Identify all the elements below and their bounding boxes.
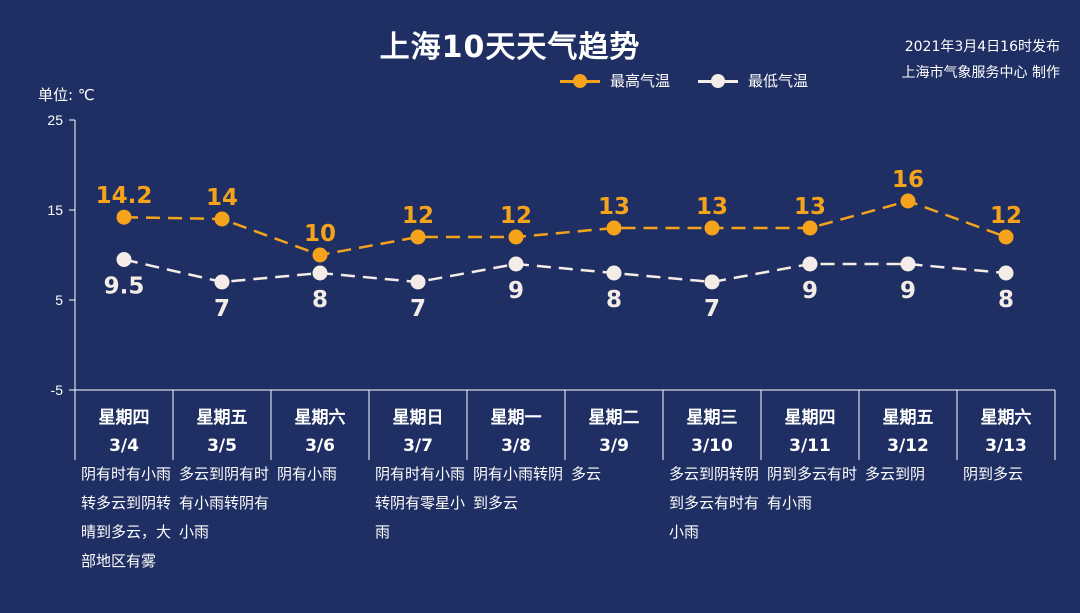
- high-temp-label: 13: [598, 194, 630, 220]
- high-temp-label: 14.2: [96, 183, 153, 209]
- high-temp-point: [802, 220, 818, 236]
- date-label: 3/12: [887, 436, 929, 456]
- date-label: 3/13: [985, 436, 1027, 456]
- weather-description: 阴有小雨: [277, 465, 338, 483]
- low-temp-point: [704, 274, 720, 290]
- low-temp-point: [410, 274, 426, 290]
- low-temp-point: [900, 256, 916, 272]
- high-temp-point: [410, 229, 426, 245]
- date-label: 3/6: [305, 436, 335, 456]
- weekday-label: 星期一: [491, 408, 542, 428]
- weather-description: 阴有时有小雨转阴有零星小雨: [375, 465, 466, 541]
- weekday-label: 星期三: [687, 408, 738, 428]
- legend-high[interactable]: 最高气温: [560, 70, 670, 91]
- low-temp-point: [998, 265, 1014, 281]
- high-temp-label: 12: [500, 203, 532, 229]
- low-temp-label: 8: [606, 287, 622, 313]
- low-temp-line: [123, 258, 1007, 284]
- low-temp-label: 9: [802, 278, 818, 304]
- high-temp-point: [312, 247, 328, 263]
- weekday-label: 星期六: [295, 407, 346, 428]
- date-label: 3/10: [691, 436, 733, 456]
- date-label: 3/5: [207, 436, 237, 456]
- high-temp-point: [508, 229, 524, 245]
- legend-low-label: 最低气温: [748, 72, 809, 90]
- date-label: 3/9: [599, 436, 629, 456]
- high-temp-point: [998, 229, 1014, 245]
- low-temp-point: [312, 265, 328, 281]
- legend-high-swatch: [560, 73, 600, 88]
- low-temp-point: [606, 265, 622, 281]
- date-label: 3/11: [789, 436, 831, 456]
- y-axis-unit: 单位: ℃: [38, 86, 95, 104]
- high-temp-label: 10: [304, 221, 336, 247]
- high-temp-label: 12: [402, 203, 434, 229]
- high-temp-point: [606, 220, 622, 236]
- weekday-label: 星期二: [589, 408, 640, 428]
- weather-description: 多云: [571, 465, 602, 483]
- low-temp-label: 7: [214, 296, 230, 322]
- legend-high-label: 最高气温: [610, 72, 671, 90]
- date-label: 3/8: [501, 436, 531, 456]
- high-temp-label: 13: [794, 194, 826, 220]
- low-temp-point: [802, 256, 818, 272]
- weekday-label: 星期五: [197, 408, 248, 428]
- weather-description: 多云到阴: [865, 465, 926, 483]
- low-temp-point: [508, 256, 524, 272]
- high-temp-point: [214, 211, 230, 227]
- weather-description: 阴到多云有时有小雨: [767, 465, 858, 512]
- low-temp-label: 7: [704, 296, 720, 322]
- high-temp-label: 13: [696, 194, 728, 220]
- weekday-label: 星期六: [981, 407, 1032, 428]
- low-temp-point: [116, 252, 132, 267]
- weekday-label: 星期日: [393, 408, 444, 428]
- weather-description: 阴有时有小雨转多云到阴转晴到多云，大部地区有雾: [81, 465, 172, 570]
- y-tick-label: -5: [51, 382, 64, 398]
- chart-title: 上海10天天气趋势: [379, 30, 641, 65]
- low-temp-label: 9: [900, 278, 916, 304]
- y-tick-label: 5: [55, 292, 63, 308]
- high-temp-label: 16: [892, 167, 924, 193]
- weather-description: 多云到阴转阴到多云有时有小雨: [669, 465, 760, 541]
- low-temp-label: 9.5: [104, 274, 145, 300]
- weather-description: 阴到多云: [963, 465, 1024, 483]
- publish-time: 2021年3月4日16时发布: [904, 39, 1060, 55]
- high-temp-label: 14: [206, 185, 238, 211]
- legend-low[interactable]: 最低气温: [698, 70, 808, 91]
- low-temp-label: 9: [508, 278, 524, 304]
- publish-info: 2021年3月4日16时发布 上海市气象服务中心 制作: [902, 34, 1060, 86]
- high-temp-point: [704, 220, 720, 236]
- low-temp-point: [214, 274, 230, 290]
- date-label: 3/7: [403, 436, 433, 456]
- low-temp-label: 8: [312, 287, 328, 313]
- weekday-label: 星期四: [99, 408, 150, 428]
- weather-description: 多云到阴有时有小雨转阴有小雨: [179, 465, 270, 541]
- low-temp-label: 7: [410, 296, 426, 322]
- high-temp-line: [123, 199, 1007, 257]
- legend: 最高气温 最低气温: [560, 70, 808, 91]
- publisher: 上海市气象服务中心 制作: [901, 65, 1060, 81]
- high-temp-point: [900, 193, 916, 209]
- y-tick-label: 25: [47, 112, 63, 128]
- weekday-label: 星期五: [883, 408, 934, 428]
- weekday-label: 星期四: [785, 408, 836, 428]
- low-temp-label: 8: [998, 287, 1014, 313]
- date-label: 3/4: [109, 436, 139, 456]
- y-tick-label: 15: [47, 202, 63, 218]
- high-temp-point: [116, 209, 132, 225]
- high-temp-label: 12: [990, 203, 1022, 229]
- weather-description: 阴有小雨转阴到多云: [473, 465, 564, 512]
- legend-low-swatch: [698, 73, 739, 88]
